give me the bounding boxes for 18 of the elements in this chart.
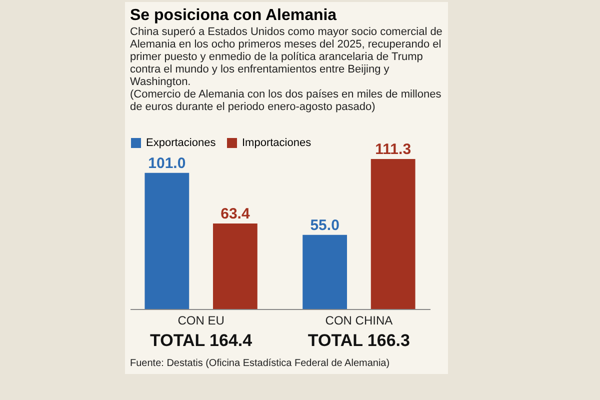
data-label: 111.3 xyxy=(375,141,412,158)
bar xyxy=(144,172,190,309)
bar xyxy=(213,224,258,309)
data-label: 101.0 xyxy=(148,154,186,172)
total-label: TOTAL 166.3 xyxy=(308,331,410,350)
data-label: 55.0 xyxy=(310,216,340,234)
source-note: Fuente: Destatis (Oficina Estadística Federal de Alemania) xyxy=(130,358,390,369)
chart-subtitle: China superó a Estados Unidos como mayor socio comercial de Alemania en los ocho primeros meses del 2025, recuperando el primer puesto y enmedio de la política arancelaria de Trump contra el mundo y los enfrentamientos entre Beijing y Washington. xyxy=(130,26,442,88)
chart-title: Se posiciona con Alemania xyxy=(130,7,337,24)
bar xyxy=(370,159,416,309)
x-tick-label: CON CHINA xyxy=(325,314,393,328)
text: (Comercio de Alemania con los dos países en miles de millones de euros durante el periodo enero-agosto pasado) xyxy=(130,88,442,113)
x-tick-label: CON EU xyxy=(178,314,224,328)
legend-label: Importaciones xyxy=(242,137,312,149)
total-label: TOTAL 164.4 xyxy=(150,331,253,350)
legend-label: Exportaciones xyxy=(146,137,216,149)
data-label: 63.4 xyxy=(220,206,250,223)
bar xyxy=(302,234,347,309)
